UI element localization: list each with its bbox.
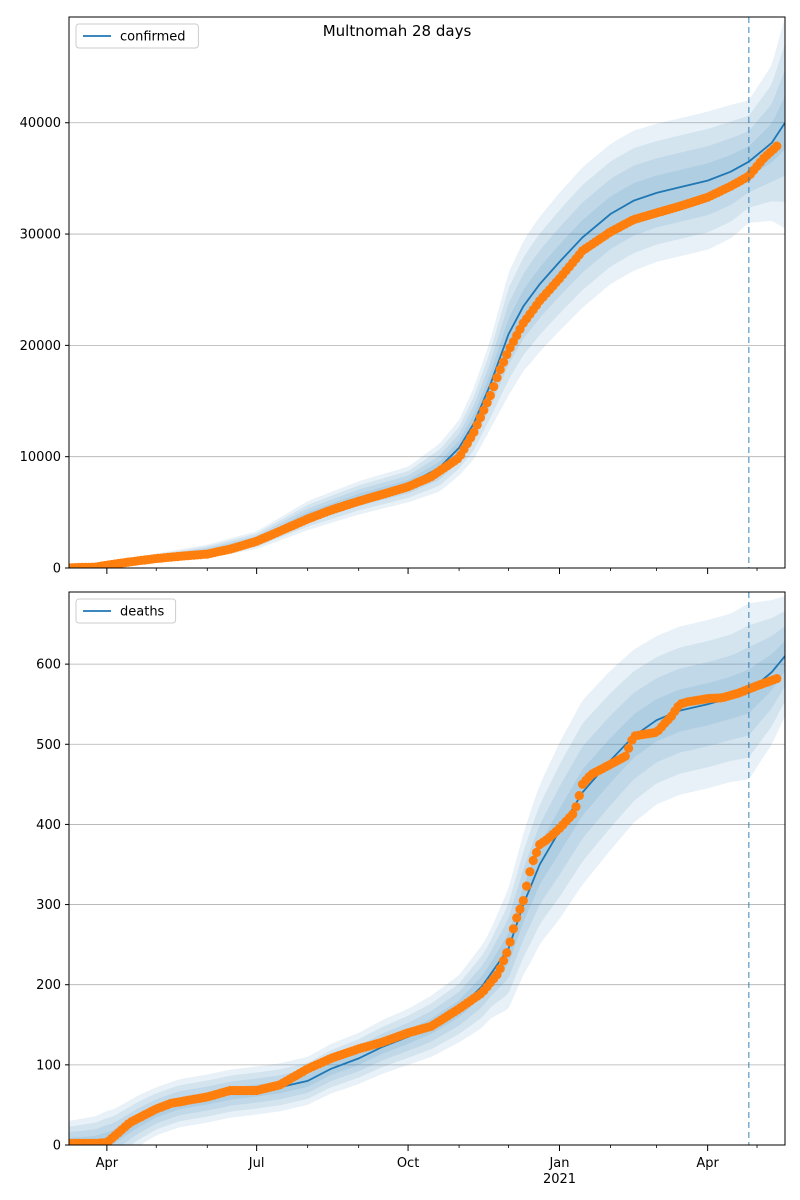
uncertainty-band-4: [69, 96, 785, 568]
x-tick-label: Jul: [248, 1156, 265, 1171]
observed-point: [505, 937, 515, 947]
legend: confirmed: [75, 23, 199, 49]
observed-point: [624, 743, 634, 753]
observed-point: [512, 913, 522, 923]
observed-point: [574, 791, 584, 801]
observed-point: [525, 867, 535, 877]
y-tick-label: 600: [36, 658, 61, 673]
observed-point: [518, 896, 528, 906]
observed-point: [531, 847, 542, 858]
y-tick-label: 400: [36, 818, 61, 833]
plot-area: [69, 17, 785, 568]
observed-point: [495, 964, 505, 974]
observed-point: [472, 420, 482, 430]
x-tick-label: Apr: [696, 1156, 719, 1171]
observed-point: [479, 405, 489, 415]
plot-frame: [68, 591, 786, 1146]
uncertainty-band-2: [69, 611, 785, 1145]
y-tick-label: 500: [36, 738, 61, 753]
uncertainty-band-2: [69, 43, 785, 568]
observed-point: [772, 674, 782, 684]
uncertainty-band-3: [69, 69, 785, 568]
legend-label: deaths: [120, 605, 165, 620]
plot-area: [69, 596, 785, 1145]
observed-point: [498, 956, 509, 966]
y-tick-label: 30000: [20, 228, 61, 243]
observed-point: [492, 373, 502, 383]
observed-point: [568, 809, 578, 819]
uncertainty-band-1: [69, 17, 785, 568]
observed-point: [498, 357, 509, 367]
legend-box: [75, 598, 177, 624]
observed-point: [772, 141, 782, 151]
observed-point: [485, 390, 495, 401]
y-tick-label: 40000: [20, 116, 61, 131]
observed-point: [508, 924, 518, 934]
uncertainty-band-1: [69, 596, 785, 1145]
y-tick-label: 300: [36, 898, 61, 913]
confirmed-panel: 0 10000 20000 30000 40000 confirmed: [20, 16, 786, 577]
observed-point: [495, 364, 505, 375]
observed-point: [475, 412, 486, 423]
y-tick-label: 200: [36, 978, 61, 993]
observed-point: [502, 350, 512, 360]
plot-frame: [68, 16, 786, 569]
x-tick-sublabel: 2021: [543, 1172, 576, 1187]
observed-point: [620, 751, 630, 761]
observed-point: [502, 948, 512, 958]
x-tick-label: Jan: [548, 1156, 569, 1171]
legend-label: confirmed: [120, 30, 186, 45]
legend-box: [75, 23, 199, 49]
y-tick-label: 20000: [20, 339, 61, 354]
y-tick-label: 10000: [20, 450, 61, 465]
x-tick-label: Oct: [397, 1156, 419, 1171]
legend: deaths: [75, 598, 177, 624]
observed-point: [469, 427, 479, 437]
observed-point: [522, 881, 532, 891]
y-tick-label: 0: [53, 1139, 61, 1154]
deaths-panel: 0 100 200 300 400 500 600 deaths: [36, 591, 786, 1154]
observed-point: [489, 382, 499, 392]
observed-point: [528, 855, 538, 866]
figure-title: Multnomah 28 days: [323, 22, 472, 40]
uncertainty-band-3: [69, 626, 785, 1145]
y-tick-label: 100: [36, 1058, 61, 1073]
observed-point: [515, 904, 525, 914]
observed-point: [482, 398, 492, 408]
y-tick-label: 0: [53, 562, 61, 577]
observed-point: [571, 802, 581, 812]
x-tick-label: Apr: [96, 1156, 119, 1171]
